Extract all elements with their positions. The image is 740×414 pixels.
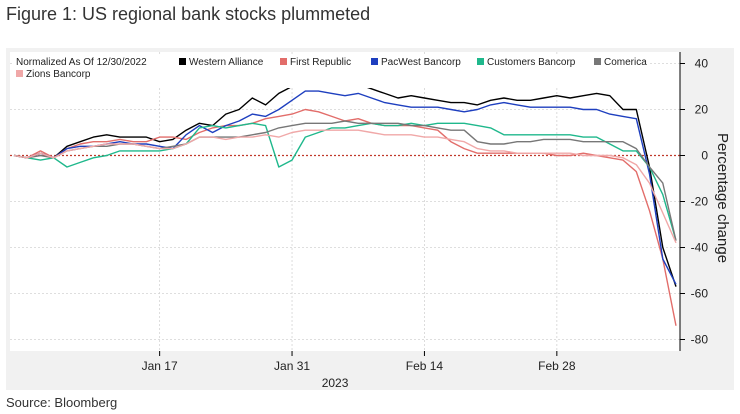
series-line — [13, 122, 677, 241]
line-chart: 40 20 0 -20 -40 -60 -80 Percentage change Jan 17… — [10, 52, 731, 390]
x-tick-label: Jan 31 — [274, 359, 310, 373]
x-tick-label: Feb 14 — [406, 359, 444, 373]
y-tick-label: -20 — [691, 195, 709, 209]
legend-label: Customers Bancorp — [487, 57, 576, 68]
legend-swatch — [179, 58, 186, 65]
legend-swatch — [280, 58, 287, 65]
x-axis-title: 2023 — [322, 376, 349, 390]
legend-title: Normalized As Of 12/30/2022 — [16, 57, 147, 68]
legend-label: PacWest Bancorp — [381, 57, 461, 68]
y-tick-label: 40 — [695, 57, 709, 71]
x-tick-label: Feb 28 — [538, 359, 576, 373]
series-line — [13, 129, 677, 244]
legend — [12, 54, 648, 88]
source-note: Source: Bloomberg — [6, 395, 118, 410]
legend-swatch — [594, 58, 601, 65]
chart-panel: 40 20 0 -20 -40 -60 -80 Percentage change Jan 17… — [6, 48, 734, 390]
legend-swatch — [16, 70, 23, 77]
legend-label: Western Alliance — [189, 57, 264, 68]
y-tick-label: 0 — [701, 149, 708, 163]
y-tick-label: -60 — [691, 287, 709, 301]
series-line — [13, 90, 677, 285]
figure-title: Figure 1: US regional bank stocks plumme… — [6, 4, 371, 24]
plot-area — [10, 52, 680, 351]
y-tick-label: 20 — [695, 103, 709, 117]
y-tick-label: -80 — [691, 333, 709, 347]
legend-swatch — [477, 58, 484, 65]
legend-label: First Republic — [290, 57, 351, 68]
y-tick-label: -40 — [691, 241, 709, 255]
x-tick-label: Jan 17 — [142, 359, 178, 373]
y-axis-title: Percentage change — [714, 133, 731, 263]
legend-label: Comerica — [604, 57, 647, 68]
legend-swatch — [371, 58, 378, 65]
legend-label: Zions Bancorp — [26, 69, 91, 80]
